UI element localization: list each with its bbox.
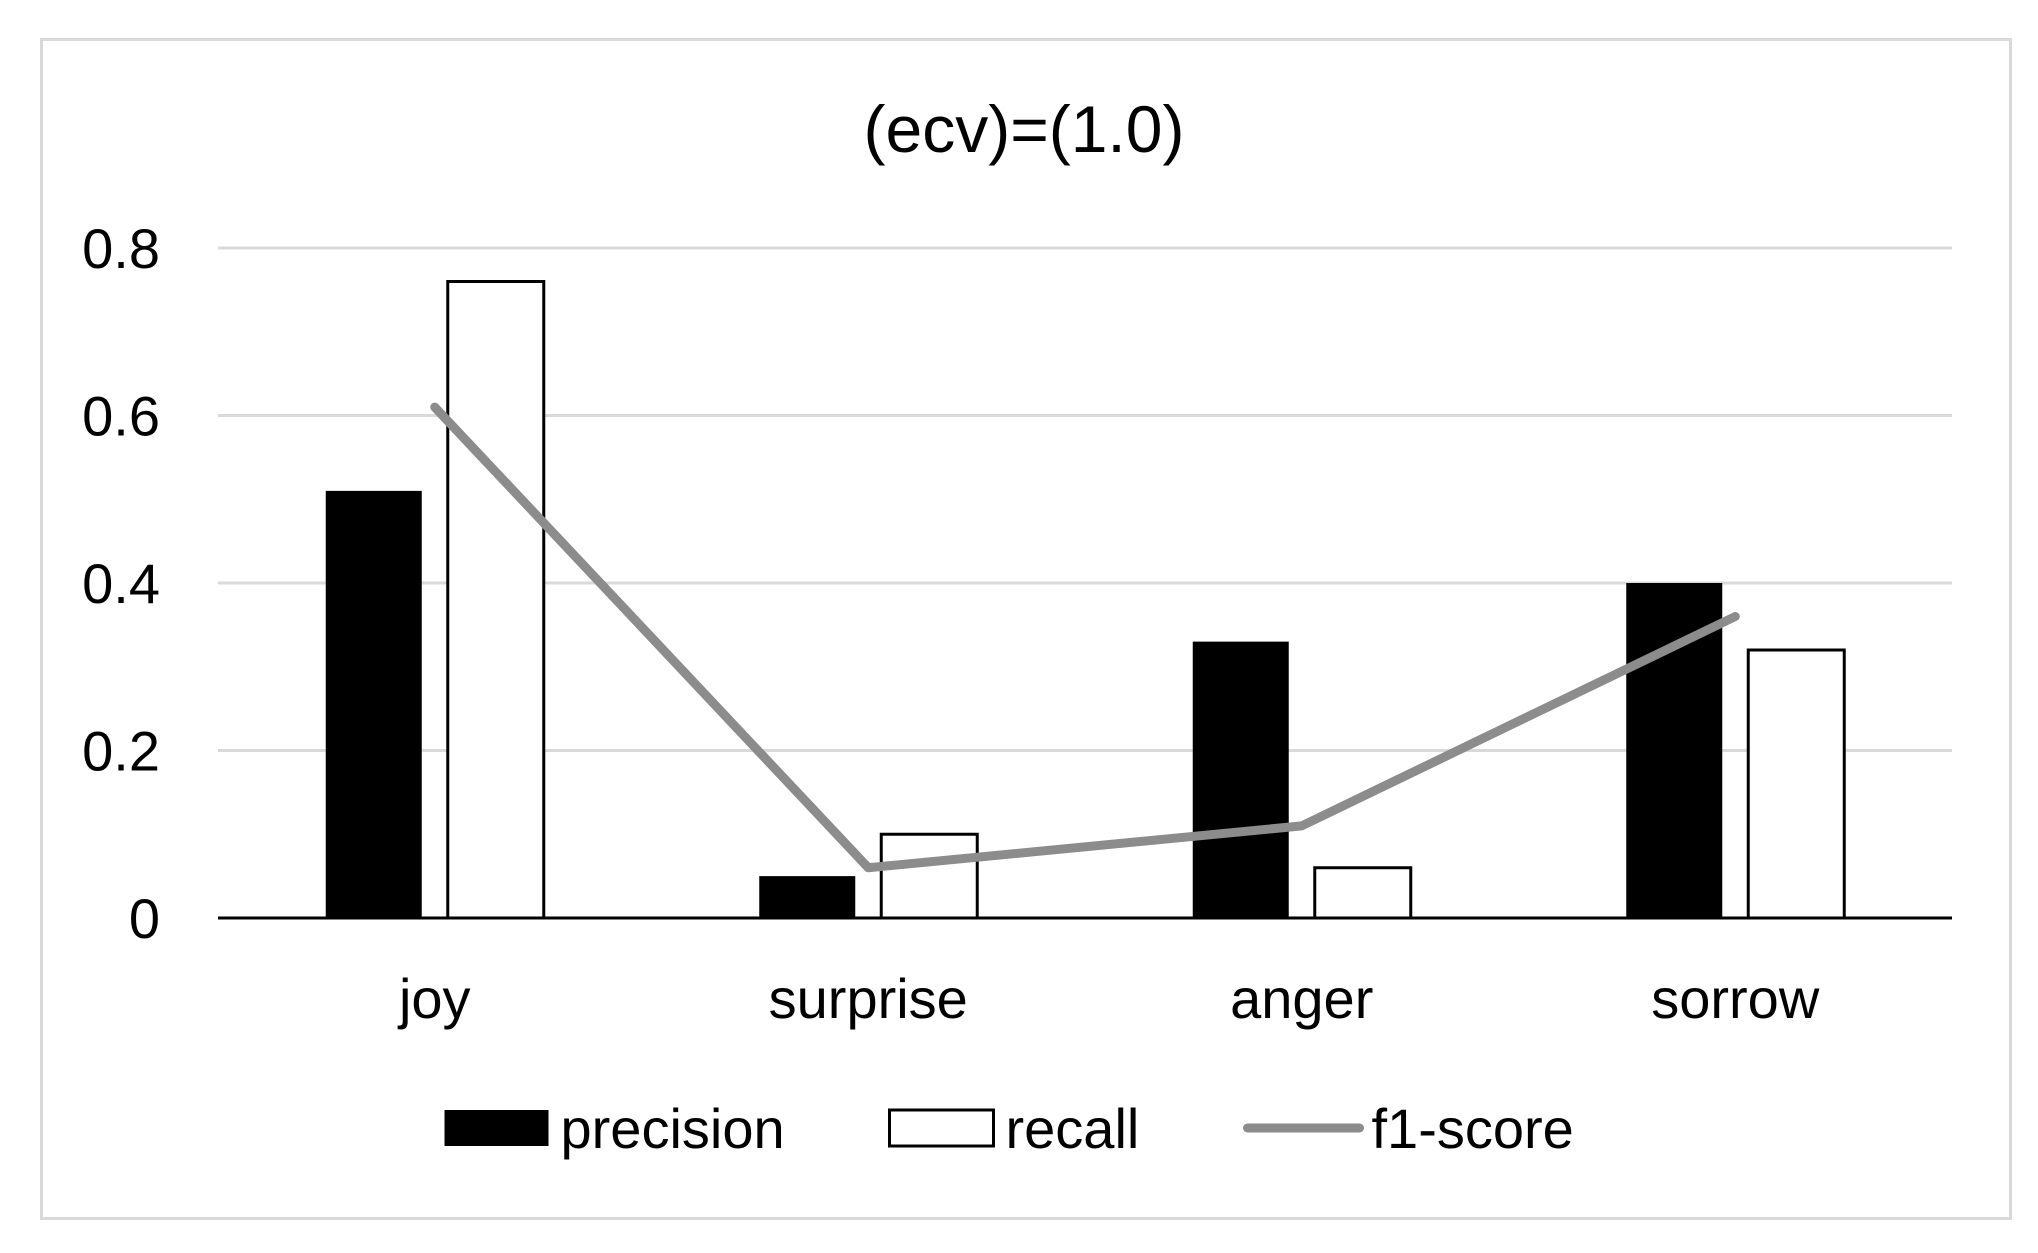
category-labels: joy surprise anger sorrow bbox=[397, 967, 1820, 1030]
bar-precision-sorrow bbox=[1626, 583, 1723, 918]
chart-title: (ecv)=(1.0) bbox=[864, 92, 1185, 166]
bar-recall-sorrow bbox=[1746, 648, 1846, 920]
legend-swatch-recall bbox=[888, 1108, 995, 1148]
legend-label-recall: recall bbox=[1006, 1097, 1140, 1160]
category-label: joy bbox=[397, 967, 471, 1030]
y-tick-label: 0.8 bbox=[82, 217, 160, 280]
legend: precision recall f1-score bbox=[444, 1097, 1574, 1160]
y-tick-label: 0 bbox=[129, 887, 160, 950]
legend-label-precision: precision bbox=[561, 1097, 785, 1160]
category-label: anger bbox=[1230, 967, 1373, 1030]
bars bbox=[325, 280, 1846, 920]
bar-precision-surprise bbox=[759, 876, 856, 918]
y-tick-label: 0.2 bbox=[82, 720, 160, 783]
series-line-f1-score bbox=[430, 402, 1740, 873]
bar-precision-joy bbox=[325, 490, 422, 918]
legend-label-f1-score: f1-score bbox=[1372, 1097, 1574, 1160]
f1-line-layer bbox=[430, 402, 1740, 873]
legend-swatch-precision bbox=[444, 1110, 549, 1146]
bar-recall-anger bbox=[1313, 866, 1413, 920]
bar-recall-surprise bbox=[879, 832, 979, 920]
bar-recall-joy bbox=[446, 280, 546, 920]
y-axis-ticks: 0 0.2 0.4 0.6 0.8 bbox=[82, 217, 160, 950]
category-label: surprise bbox=[769, 967, 968, 1030]
y-tick-label: 0.4 bbox=[82, 552, 160, 615]
y-tick-label: 0.6 bbox=[82, 385, 160, 448]
category-label: sorrow bbox=[1651, 967, 1820, 1030]
bar-precision-anger bbox=[1192, 641, 1289, 918]
